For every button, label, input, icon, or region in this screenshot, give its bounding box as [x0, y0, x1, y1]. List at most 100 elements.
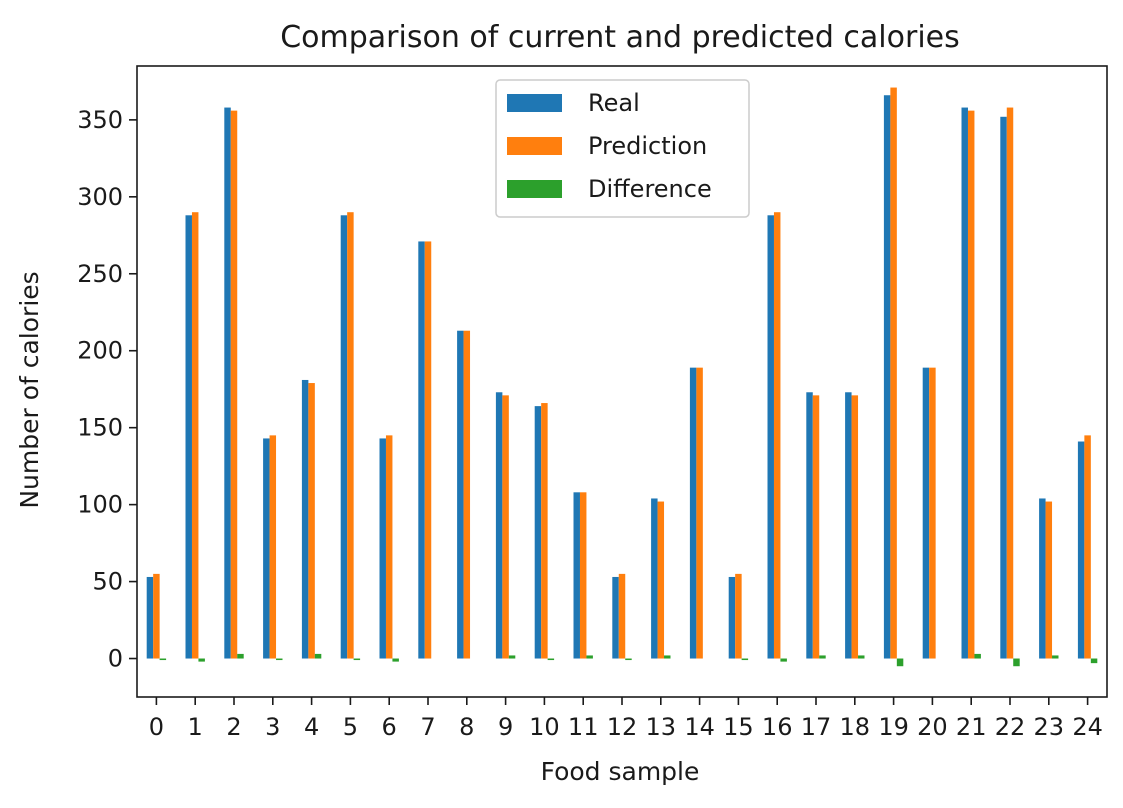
bar-real-20: [922, 367, 930, 659]
x-tick-label-12: 12: [607, 713, 638, 741]
legend-swatch-difference: [507, 180, 562, 198]
y-tick-label-300: 300: [77, 183, 123, 211]
bar-prediction-1: [191, 212, 199, 659]
bar-real-17: [806, 392, 813, 659]
bar-prediction-9: [502, 395, 509, 659]
x-tick-label-11: 11: [568, 713, 599, 741]
bar-real-5: [340, 215, 348, 659]
bar-difference-23: [1052, 655, 1059, 659]
bar-real-22: [1000, 116, 1007, 659]
bar-difference-1: [198, 658, 205, 662]
bar-prediction-16: [773, 212, 781, 659]
x-tick-label-17: 17: [801, 713, 832, 741]
x-tick-label-4: 4: [304, 713, 319, 741]
x-tick-label-24: 24: [1072, 713, 1103, 741]
y-axis-label: Number of calories: [15, 271, 44, 508]
bar-prediction-11: [579, 492, 587, 659]
x-tick-label-18: 18: [840, 713, 871, 741]
bar-real-23: [1039, 498, 1046, 659]
x-tick-label-8: 8: [459, 713, 474, 741]
legend: Real Prediction Difference: [495, 79, 750, 218]
x-axis-label: Food sample: [541, 757, 700, 786]
x-tick-label-23: 23: [1034, 713, 1065, 741]
x-tick-label-1: 1: [188, 713, 203, 741]
bar-prediction-7: [424, 241, 432, 659]
bar-difference-4: [314, 653, 322, 659]
legend-swatch-real: [507, 94, 562, 112]
bar-real-14: [689, 367, 697, 659]
bar-real-11: [573, 492, 580, 659]
bar-real-3: [263, 438, 270, 659]
bar-difference-12: [625, 658, 632, 661]
bar-prediction-6: [385, 435, 393, 659]
bar-real-10: [534, 406, 542, 659]
bar-real-16: [767, 215, 774, 659]
x-tick-label-22: 22: [995, 713, 1026, 741]
x-tick-label-7: 7: [420, 713, 435, 741]
bar-real-12: [612, 576, 619, 659]
bar-real-6: [379, 438, 386, 659]
bar-real-18: [845, 392, 852, 659]
bar-prediction-15: [735, 573, 742, 659]
bar-real-21: [961, 107, 968, 659]
bar-prediction-21: [967, 110, 975, 659]
x-tick-label-10: 10: [529, 713, 560, 741]
legend-swatch-prediction: [507, 137, 562, 155]
x-tick-label-0: 0: [149, 713, 164, 741]
chart-title: Comparison of current and predicted calo…: [280, 20, 960, 55]
bar-real-0: [146, 576, 154, 659]
bar-prediction-2: [230, 110, 238, 659]
x-tick-label-13: 13: [646, 713, 677, 741]
bar-difference-6: [392, 658, 399, 662]
bar-difference-13: [664, 655, 671, 659]
bar-difference-17: [819, 655, 826, 659]
y-tick-label-50: 50: [92, 568, 123, 596]
bar-difference-19: [896, 658, 904, 667]
bar-difference-3: [276, 658, 283, 661]
bar-difference-18: [858, 655, 865, 659]
y-tick-label-250: 250: [77, 260, 123, 288]
x-tick-label-5: 5: [343, 713, 358, 741]
legend-label-prediction: Prediction: [588, 132, 707, 160]
y-tick-label-200: 200: [77, 337, 123, 365]
bar-difference-2: [237, 653, 244, 659]
bar-difference-5: [353, 658, 361, 661]
bar-real-13: [651, 498, 658, 659]
bar-difference-10: [547, 658, 555, 661]
bar-prediction-0: [153, 573, 160, 659]
x-tick-label-9: 9: [498, 713, 513, 741]
bar-prediction-4: [308, 383, 315, 659]
bar-difference-24: [1090, 658, 1098, 664]
bar-real-15: [728, 576, 736, 659]
bar-prediction-5: [347, 212, 354, 659]
bar-real-4: [301, 379, 309, 659]
bar-prediction-3: [269, 435, 277, 659]
bar-prediction-10: [541, 403, 548, 659]
x-tick-label-16: 16: [762, 713, 793, 741]
y-tick-label-350: 350: [77, 106, 123, 134]
bar-prediction-23: [1045, 501, 1053, 659]
bars-layer: [146, 87, 1098, 667]
legend-label-real: Real: [588, 89, 640, 117]
y-tick-label-100: 100: [77, 491, 123, 519]
bar-prediction-22: [1006, 107, 1014, 659]
x-tick-label-2: 2: [226, 713, 241, 741]
bar-prediction-24: [1084, 435, 1091, 659]
x-tick-label-21: 21: [956, 713, 987, 741]
bar-prediction-13: [657, 501, 665, 659]
x-tick-label-20: 20: [917, 713, 948, 741]
bar-real-19: [883, 95, 891, 659]
bar-difference-9: [508, 655, 516, 659]
bar-prediction-17: [812, 395, 820, 659]
bar-prediction-8: [463, 330, 471, 659]
bar-prediction-14: [696, 367, 703, 659]
y-tick-label-150: 150: [77, 414, 123, 442]
y-tick-label-0: 0: [108, 645, 123, 673]
bar-difference-16: [780, 658, 787, 662]
x-tick-label-14: 14: [684, 713, 715, 741]
bar-prediction-19: [890, 87, 897, 659]
bar-prediction-20: [929, 367, 936, 659]
bar-prediction-18: [851, 395, 859, 659]
